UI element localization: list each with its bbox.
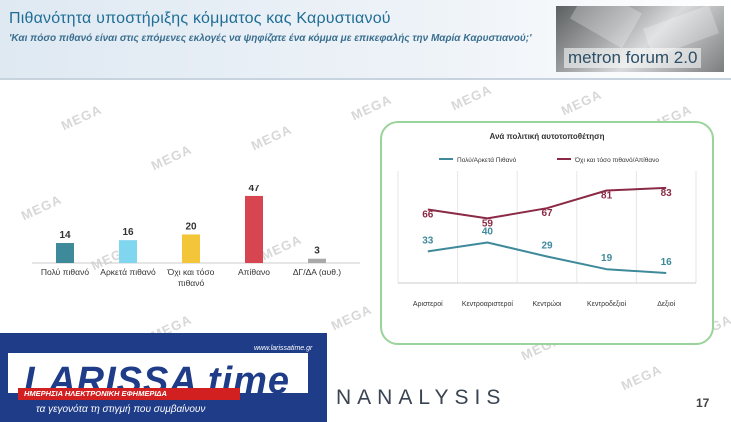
question-subtitle: 'Και πόσο πιθανό είναι στις επόμενες εκλ… <box>9 33 532 44</box>
watermark-text: MEGA <box>348 91 395 124</box>
bar-category-label: Αρκετά πιθανό <box>100 267 156 277</box>
line-chart: Ανά πολιτική αυτοτοποθέτηση Πολύ/Αρκετά Π… <box>397 132 697 308</box>
line-data-label: 40 <box>482 227 494 238</box>
bar-chart: 14 Πολύ πιθανό 16 Αρκετά πιθανό 20 Όχι και τό… <box>32 185 360 288</box>
line-data-label: 33 <box>422 235 434 246</box>
brand-subtitle: ΗΜΕΡΗΣΙΑ ΗΛΕΚΤΡΟΝΙΚΗ ΕΦΗΜΕΡΙΔΑ <box>24 389 167 398</box>
bar-category-label: Απίθανο <box>238 267 270 277</box>
slide-header: Πιθανότητα υποστήριξης κόμματος κας Καρυ… <box>0 0 731 80</box>
watermark-text: MEGA <box>328 301 375 334</box>
agency-logo: NANALYSIS <box>336 386 507 409</box>
legend-label: Όχι και τόσο πιθανό/Απίθανο <box>574 156 659 164</box>
line-category-label: Δεξιοί <box>657 300 675 308</box>
bar <box>245 195 263 263</box>
line-category-label: Κεντροαριστεροί <box>462 300 514 308</box>
bar-data-label: 20 <box>185 221 197 232</box>
page-number: 17 <box>696 396 710 410</box>
bar-category-label: πιθανό <box>178 278 205 288</box>
bar-data-label: 16 <box>122 227 134 238</box>
bar <box>119 240 137 263</box>
bar-data-label: 47 <box>248 185 260 194</box>
line-data-label: 59 <box>482 218 494 229</box>
line-data-label: 29 <box>541 240 553 251</box>
line-data-label: 81 <box>601 190 613 201</box>
metron-forum-logo: metron forum 2.0 <box>556 6 724 72</box>
line-data-label: 83 <box>661 188 673 199</box>
brand-tagline: τα γεγονότα τη στιγμή που συμβαίνουν <box>36 404 206 415</box>
watermark-text: MEGA <box>448 81 495 114</box>
line-data-label: 66 <box>422 210 434 221</box>
bar-data-label: 14 <box>59 230 71 241</box>
legend-label: Πολύ/Αρκετά Πιθανό <box>457 156 517 164</box>
line-chart-panel: Ανά πολιτική αυτοτοποθέτηση Πολύ/Αρκετά Π… <box>380 121 714 345</box>
page-title: Πιθανότητα υποστήριξης κόμματος κας Καρυ… <box>9 10 391 27</box>
line-category-label: Κεντρώοι <box>533 300 562 308</box>
site-url: www.larissatime.gr <box>254 345 313 352</box>
watermark-text: MEGA <box>58 101 105 134</box>
line-data-label: 19 <box>601 253 613 264</box>
series-line <box>427 241 667 274</box>
line-data-label: 67 <box>541 208 553 219</box>
line-category-label: Αριστεροί <box>413 300 443 308</box>
watermark-text: MEGA <box>148 141 195 174</box>
series-line <box>427 186 667 220</box>
bar <box>56 243 74 263</box>
line-category-label: Κεντροδεξιοί <box>587 300 627 308</box>
watermark-text: MEGA <box>558 86 605 119</box>
watermark-text: MEGA <box>618 361 665 394</box>
bar-category-label: Πολύ πιθανό <box>41 267 89 277</box>
line-data-label: 16 <box>661 257 673 268</box>
line-chart-title: Ανά πολιτική αυτοτοποθέτηση <box>489 132 604 141</box>
bar-data-label: 3 <box>314 246 320 257</box>
bar <box>308 258 326 263</box>
logo-text: metron forum 2.0 <box>564 48 702 68</box>
larissatime-logo: LARISSA time www.larissatime.gr ΗΜΕΡΗΣΙΑ… <box>0 333 327 422</box>
bar-category-label: ΔΓ/ΔΑ (αυθ.) <box>293 267 341 277</box>
watermark-text: MEGA <box>248 121 295 154</box>
bar-category-label: Όχι και τόσο <box>167 267 215 277</box>
bar <box>182 234 200 263</box>
